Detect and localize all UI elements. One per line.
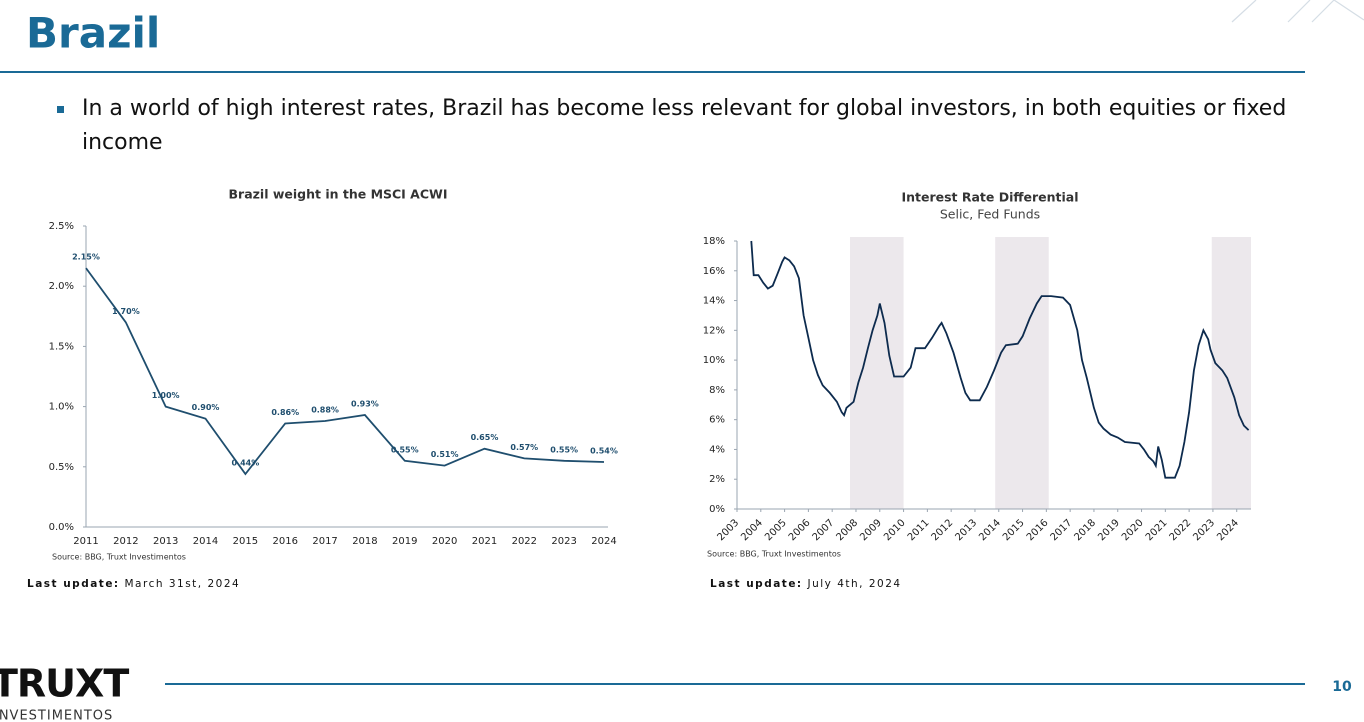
x-tick-label: 2016: [1025, 517, 1051, 543]
x-tick-label: 2010: [882, 517, 908, 543]
y-tick-label: 2.5%: [49, 221, 74, 232]
y-tick-label: 4%: [709, 444, 725, 455]
update-2: Last update: July 4th, 2024: [710, 578, 902, 590]
y-tick-label: 16%: [703, 266, 725, 277]
update-label: Last update:: [27, 578, 120, 590]
chart-title: Brazil weight in the MSCI ACWI: [229, 187, 448, 202]
x-tick-label: 2023: [1191, 517, 1217, 543]
data-label: 0.44%: [232, 459, 260, 468]
x-tick-label: 2020: [432, 536, 457, 547]
x-tick-label: 2011: [906, 517, 932, 543]
x-tick-label: 2005: [763, 517, 789, 543]
data-label: 2.15%: [72, 253, 100, 262]
y-tick-label: 0.5%: [49, 462, 74, 473]
corner-decoration: [1231, 0, 1364, 23]
x-tick-label: 2016: [273, 536, 298, 547]
y-tick-label: 10%: [703, 355, 725, 366]
x-tick-label: 2018: [352, 536, 377, 547]
x-tick-label: 2015: [1001, 517, 1027, 543]
y-tick-label: 12%: [703, 325, 725, 336]
x-tick-label: 2022: [512, 536, 537, 547]
chart-subtitle: Selic, Fed Funds: [940, 207, 1040, 222]
y-tick-label: 2%: [709, 474, 725, 485]
x-tick-label: 2018: [1072, 517, 1098, 543]
chart-title: Interest Rate Differential: [901, 190, 1078, 205]
update-1: Last update: March 31st, 2024: [27, 578, 240, 590]
chart-source: Source: BBG, Truxt Investimentos: [707, 550, 841, 559]
y-tick-label: 8%: [709, 385, 725, 396]
y-tick-label: 18%: [703, 236, 725, 247]
line-series: [750, 240, 1250, 479]
line-series: [85, 267, 605, 476]
data-label: 0.88%: [311, 406, 339, 415]
x-tick-label: 2015: [233, 536, 258, 547]
update-date: March 31st, 2024: [124, 578, 240, 590]
bullet-text: In a world of high interest rates, Brazi…: [82, 96, 1287, 155]
chart-source: Source: BBG, Truxt Investimentos: [52, 553, 186, 562]
y-tick-label: 1.0%: [49, 402, 74, 413]
x-tick-label: 2013: [953, 517, 979, 543]
data-label: 0.55%: [550, 445, 578, 454]
data-label: 0.90%: [192, 403, 220, 412]
x-tick-label: 2012: [930, 517, 956, 543]
deco-line: [1287, 0, 1311, 23]
data-label: 0.51%: [431, 450, 459, 459]
x-tick-label: 2013: [153, 536, 178, 547]
deco-line: [1231, 0, 1257, 23]
bullet-marker: [57, 106, 64, 113]
data-label: 0.55%: [391, 445, 419, 454]
data-label: 1.00%: [152, 391, 180, 400]
x-tick-label: 2022: [1168, 517, 1194, 543]
update-label: Last update:: [710, 578, 803, 590]
x-tick-label: 2023: [551, 536, 576, 547]
x-tick-label: 2006: [787, 517, 813, 543]
x-tick-label: 2014: [977, 517, 1003, 543]
data-label: 0.93%: [351, 400, 379, 409]
y-tick-label: 6%: [709, 415, 725, 426]
x-tick-label: 2007: [811, 517, 837, 543]
x-tick-label: 2004: [739, 517, 765, 543]
x-tick-label: 2020: [1120, 517, 1146, 543]
page-number: 10: [1332, 679, 1352, 695]
shaded-band: [850, 237, 904, 509]
logo-sub: INVESTIMENTOS: [0, 709, 113, 722]
y-tick-label: 0.0%: [49, 522, 74, 533]
data-label: 0.65%: [471, 433, 499, 442]
y-tick-label: 2.0%: [49, 281, 74, 292]
x-tick-label: 2017: [1049, 517, 1075, 543]
data-label: 1.70%: [112, 307, 140, 316]
deco-line: [1333, 0, 1364, 21]
x-tick-label: 2003: [715, 517, 741, 543]
update-date: July 4th, 2024: [806, 578, 901, 590]
svg-text:Last update: March 31st, 2024: Last update: March 31st, 2024: [27, 578, 240, 590]
y-tick-label: 0%: [709, 504, 725, 515]
x-tick-label: 2019: [392, 536, 417, 547]
data-label: 0.54%: [590, 446, 618, 455]
slide-title: Brazil: [26, 9, 160, 58]
shaded-band: [1211, 237, 1251, 509]
x-tick-label: 2009: [858, 517, 884, 543]
y-tick-label: 14%: [703, 296, 725, 307]
logo: TRUXT: [0, 662, 129, 706]
x-tick-label: 2019: [1096, 517, 1122, 543]
shaded-band: [995, 237, 1049, 509]
bullet-box: In a world of high interest rates, Brazi…: [82, 96, 1287, 155]
svg-text:Last update: July 4th, 2024: Last update: July 4th, 2024: [710, 578, 902, 590]
x-tick-label: 2014: [193, 536, 218, 547]
x-tick-label: 2012: [113, 536, 138, 547]
x-tick-label: 2021: [472, 536, 497, 547]
x-tick-label: 2017: [312, 536, 337, 547]
x-tick-label: 2024: [1215, 517, 1241, 543]
x-tick-label: 2011: [73, 536, 98, 547]
y-tick-label: 1.5%: [49, 341, 74, 352]
data-label: 0.57%: [510, 443, 538, 452]
deco-line: [1311, 0, 1335, 23]
x-tick-label: 2021: [1144, 517, 1170, 543]
data-label: 0.86%: [271, 408, 299, 417]
charts: 2011 2012 2013 2014 2015 2016 2017 2018 2019 2020…: [49, 187, 1251, 562]
x-tick-label: 2024: [591, 536, 616, 547]
x-tick-label: 2008: [834, 517, 860, 543]
